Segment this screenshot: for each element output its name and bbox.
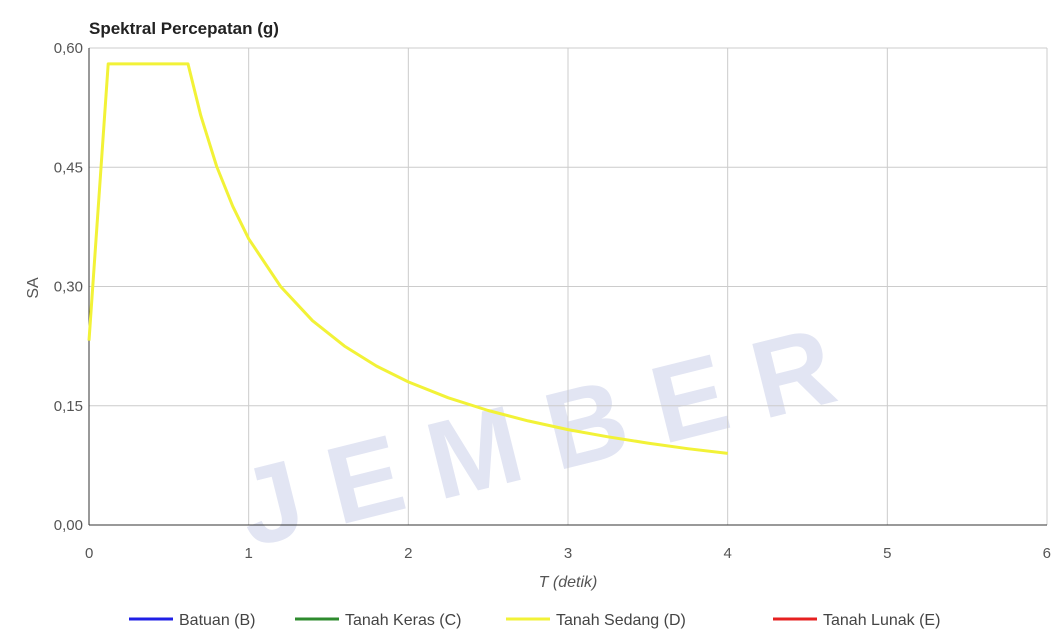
x-tick-label: 5 xyxy=(883,545,891,562)
axes xyxy=(88,48,1047,526)
legend-label: Tanah Sedang (D) xyxy=(556,612,686,629)
y-tick-labels: 0,00 0,15 0,30 0,45 0,60 xyxy=(54,40,83,534)
y-tick-label: 0,45 xyxy=(54,159,83,176)
series-line-2 xyxy=(87,62,728,455)
x-tick-label: 2 xyxy=(404,545,412,562)
legend-label: Batuan (B) xyxy=(179,612,255,629)
watermark-text: JEMBER xyxy=(226,297,875,571)
y-tick-label: 0,00 xyxy=(54,517,83,534)
x-tick-label: 0 xyxy=(85,545,93,562)
watermark: JEMBER xyxy=(226,297,875,571)
series-lines xyxy=(87,62,728,455)
x-tick-label: 3 xyxy=(564,545,572,562)
x-tick-label: 6 xyxy=(1043,545,1051,562)
y-tick-label: 0,15 xyxy=(54,398,83,415)
legend-label: Tanah Keras (C) xyxy=(345,612,462,629)
x-axis-label: T (detik) xyxy=(539,574,598,591)
x-tick-label: 1 xyxy=(244,545,252,562)
legend-label: Tanah Lunak (E) xyxy=(823,612,940,629)
y-tick-label: 0,60 xyxy=(54,40,83,57)
y-axis-label: SA xyxy=(25,277,42,299)
chart-title: Spektral Percepatan (g) xyxy=(89,19,279,38)
legend: Batuan (B) Tanah Keras (C) Tanah Sedang (D… xyxy=(129,612,940,629)
y-tick-label: 0,30 xyxy=(54,279,83,296)
grid-lines xyxy=(88,47,1048,526)
x-tick-label: 4 xyxy=(723,545,731,562)
x-tick-labels: 0 1 2 3 4 5 6 xyxy=(85,545,1051,562)
